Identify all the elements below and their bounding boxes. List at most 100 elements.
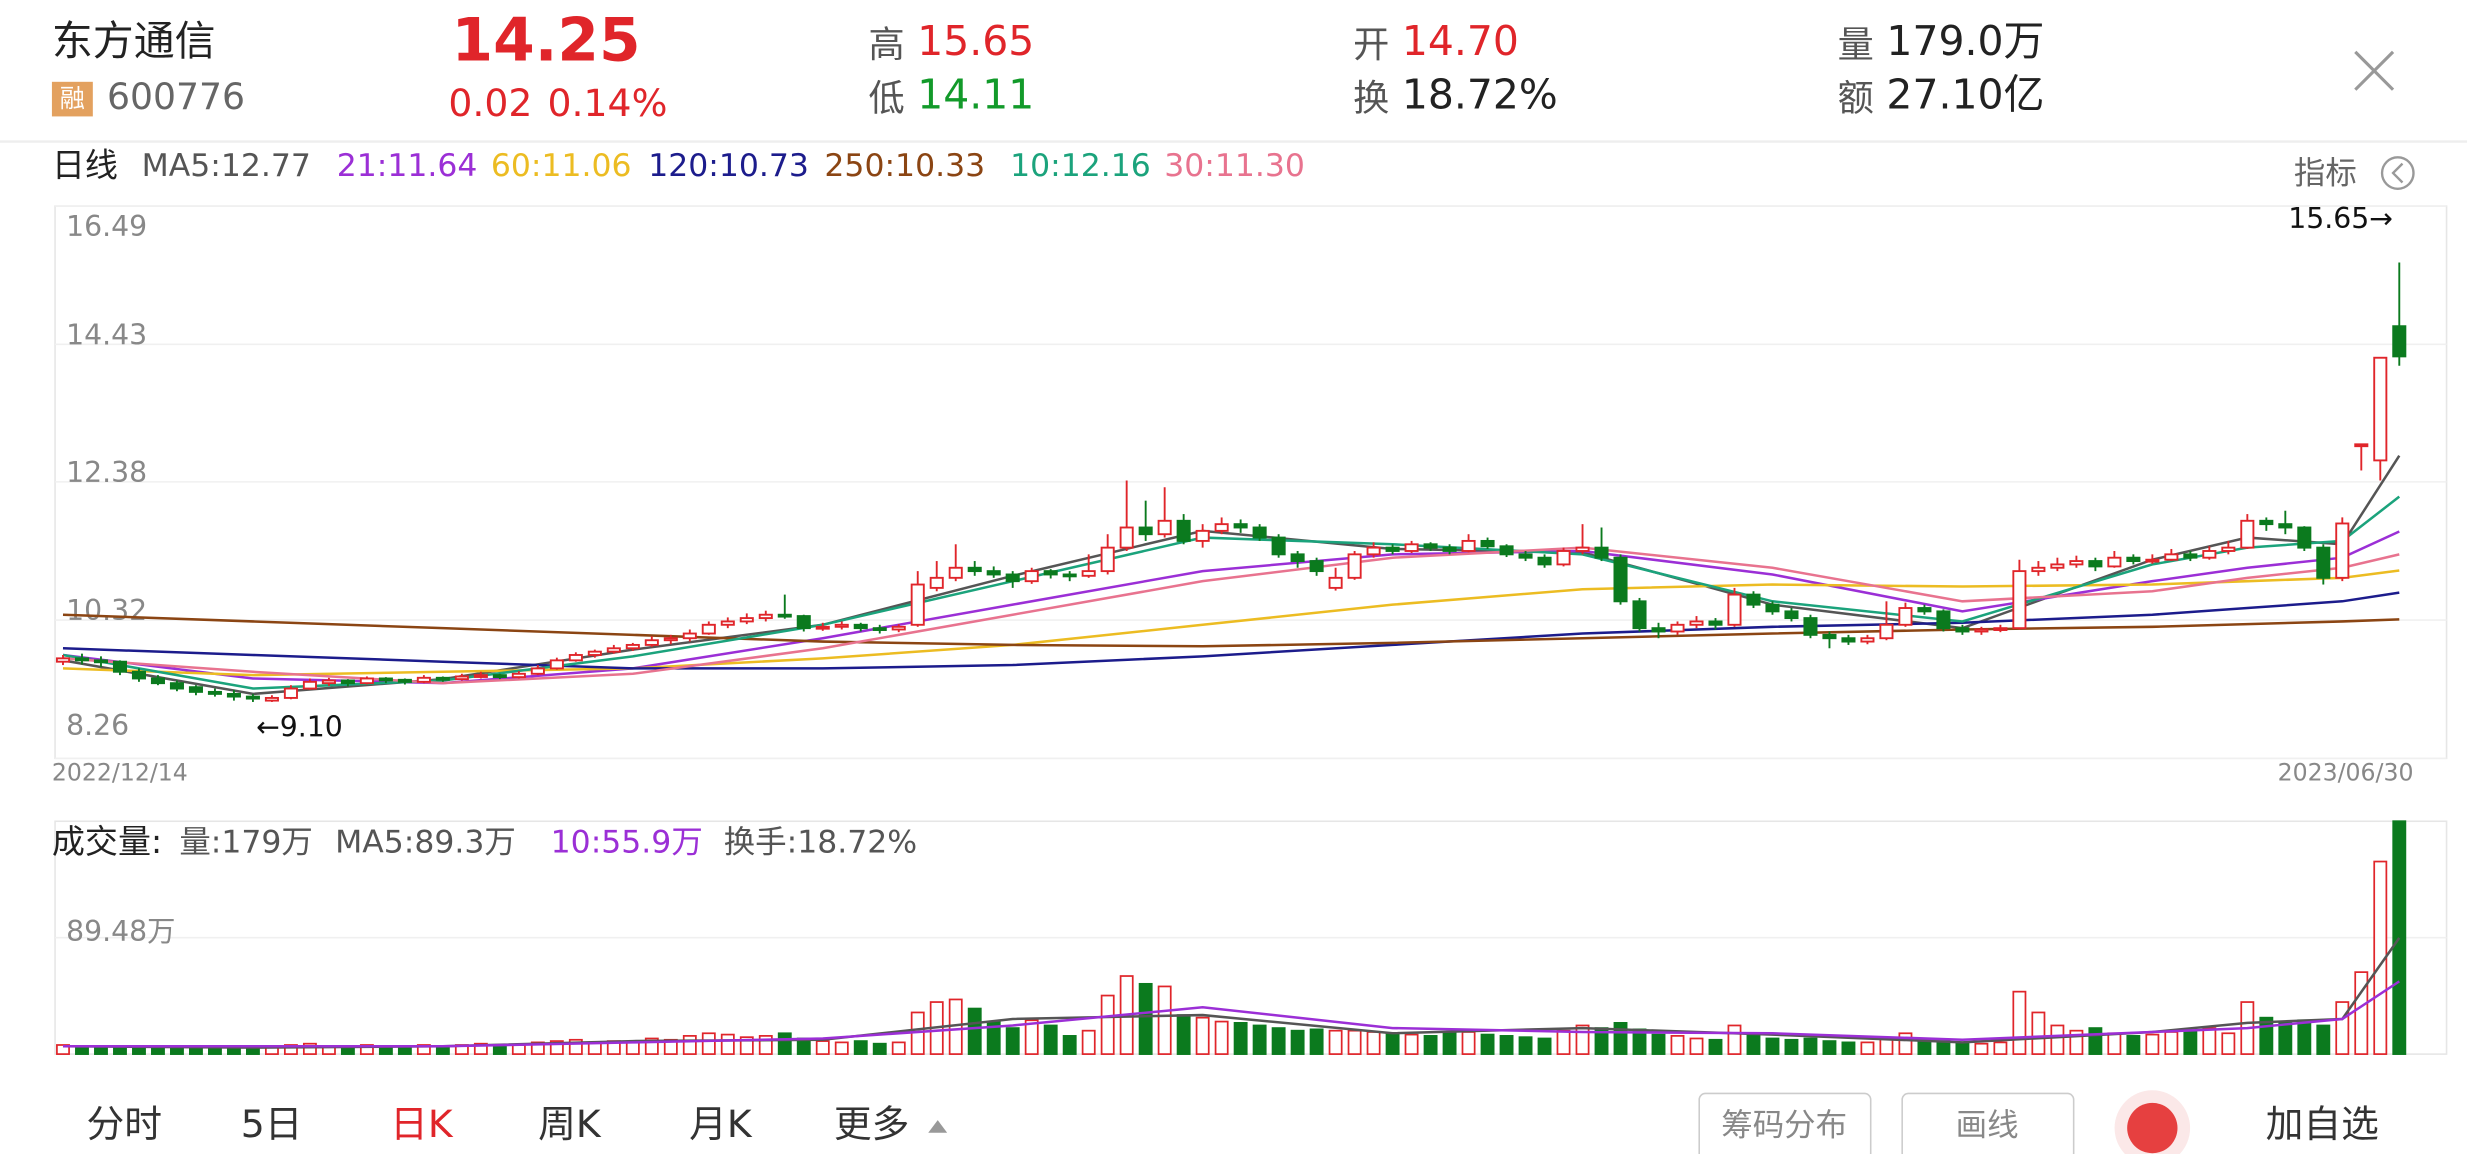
volume-bar xyxy=(283,1044,298,1055)
tab[interactable]: 周K xyxy=(538,1102,602,1146)
amount-value: 27.10亿 xyxy=(1886,71,2044,119)
candle-body xyxy=(1442,546,1457,552)
candle-body xyxy=(549,659,564,670)
y-tick-label: 16.49 xyxy=(66,210,147,243)
volume-bar xyxy=(530,1041,545,1055)
candle-body xyxy=(1993,627,2008,631)
candle-body xyxy=(2012,570,2027,630)
candle-body xyxy=(416,676,431,683)
candle-body xyxy=(568,654,583,662)
tab[interactable]: 分时 xyxy=(87,1102,163,1146)
record-button[interactable] xyxy=(2127,1102,2178,1154)
legend-item: 21:11.64 xyxy=(337,148,478,184)
volume-bar xyxy=(1765,1037,1780,1055)
candle-body xyxy=(473,674,488,678)
volume-bar xyxy=(1328,1029,1343,1055)
legend-item: 60:11.06 xyxy=(491,148,632,184)
volume-bar xyxy=(1100,994,1115,1055)
volume-bar xyxy=(132,1046,146,1055)
volume-bar xyxy=(1309,1028,1324,1055)
tab-active[interactable]: 日K xyxy=(390,1102,454,1146)
candle-body xyxy=(891,625,906,631)
y-tick-label: 14.43 xyxy=(66,318,147,351)
legend-item: 10:55.9万 xyxy=(551,824,703,860)
volume-bar xyxy=(1366,1031,1381,1055)
candle-body xyxy=(245,695,260,700)
min-annotation: ←9.10 xyxy=(256,711,343,744)
candle-body xyxy=(435,676,450,681)
candle-body xyxy=(2069,560,2084,566)
candle-body xyxy=(2126,556,2141,562)
candle-body xyxy=(1632,600,1647,630)
high-value: 15.65 xyxy=(917,17,1034,65)
y-tick-label: 12.38 xyxy=(66,456,147,489)
x-date-label: 2023/06/30 xyxy=(2278,759,2414,787)
tab[interactable]: 5日 xyxy=(241,1102,303,1146)
chip-button[interactable]: 筹码分布 xyxy=(1721,1107,1847,1143)
candle-body xyxy=(910,583,925,626)
volume-bar xyxy=(2126,1035,2141,1055)
button-frame[interactable] xyxy=(1901,1092,2075,1154)
candle-body xyxy=(1043,570,1058,576)
y-tick-label: 89.48万 xyxy=(66,915,175,948)
candle-body xyxy=(2088,560,2103,568)
candle-body xyxy=(2164,553,2179,561)
candle-body xyxy=(1898,607,1913,626)
volume-bar xyxy=(1993,1041,2008,1055)
ma-line xyxy=(62,613,2400,648)
volume-bar xyxy=(1860,1041,1875,1055)
candle-body xyxy=(1309,560,1324,573)
candle-body xyxy=(1328,576,1343,589)
candle-body xyxy=(948,566,963,579)
volume-bar xyxy=(1898,1032,1913,1055)
indicator-button[interactable]: 指标 xyxy=(2294,156,2357,192)
tab[interactable]: 更多 xyxy=(834,1102,910,1146)
candle-body xyxy=(1081,570,1096,577)
candle-body xyxy=(1138,526,1153,536)
volume-bar xyxy=(872,1042,887,1055)
candle-body xyxy=(207,690,222,695)
volume-bar xyxy=(1841,1041,1856,1055)
volume-bar xyxy=(1461,1031,1476,1055)
candle-body xyxy=(55,657,71,663)
volume-bar xyxy=(1347,1029,1362,1055)
close-button[interactable] xyxy=(2354,50,2395,91)
volume-bar xyxy=(1708,1038,1723,1055)
indicator-icon[interactable] xyxy=(2380,156,2415,190)
candle-body xyxy=(1005,573,1020,583)
volume-bar xyxy=(1746,1035,1761,1055)
candle-body xyxy=(169,682,184,690)
candle-body xyxy=(1100,546,1115,573)
candle-body xyxy=(967,566,982,573)
candle-body xyxy=(264,696,279,702)
draw-button[interactable]: 画线 xyxy=(1956,1107,2019,1143)
candle-body xyxy=(1822,633,1837,640)
candle-body xyxy=(1613,556,1628,603)
volume-bar xyxy=(1651,1033,1666,1055)
candle-body xyxy=(1024,570,1039,583)
candle-body xyxy=(492,674,507,679)
volume-bar xyxy=(302,1042,317,1055)
button-frame[interactable] xyxy=(1698,1092,1872,1154)
volume-bar xyxy=(2145,1033,2160,1055)
candle-body xyxy=(283,687,298,699)
candle-body xyxy=(2221,546,2236,552)
volume-bar xyxy=(1252,1024,1267,1055)
candle-body xyxy=(2392,325,2407,358)
watchlist-button[interactable]: 加自选 xyxy=(2266,1102,2379,1146)
candle-body xyxy=(815,625,830,630)
volume-bar xyxy=(1689,1037,1704,1055)
volume-bar xyxy=(416,1044,431,1055)
candle-body xyxy=(1499,545,1514,556)
stock-code: 600776 xyxy=(107,75,245,118)
volume-bar xyxy=(2297,1019,2312,1055)
amount-label: 额 xyxy=(1838,77,1874,120)
legend-item: 120:10.73 xyxy=(648,148,809,184)
candle-body xyxy=(1727,593,1742,626)
candle-body xyxy=(1594,546,1609,559)
tab[interactable]: 月K xyxy=(689,1102,753,1146)
open-label: 开 xyxy=(1353,23,1389,66)
candle-body xyxy=(1385,546,1400,552)
volume-bar xyxy=(1822,1040,1837,1055)
